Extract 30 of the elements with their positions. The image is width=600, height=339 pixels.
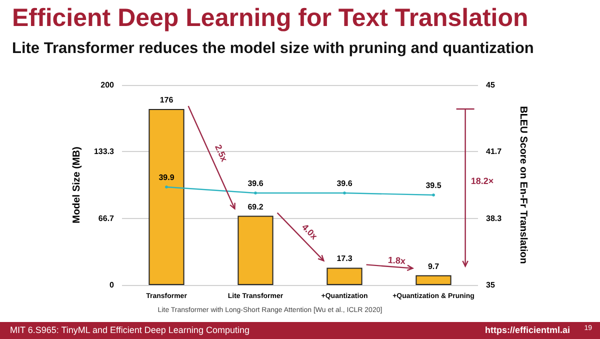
bar [238, 216, 274, 285]
y2-tick-label: 35 [486, 280, 496, 290]
data-label: 39.6 [336, 179, 353, 188]
chart-subtitle: Lite Transformer reduces the model size with pruning and quantization [12, 40, 534, 58]
bar [148, 109, 184, 285]
y2-tick-label: 45 [486, 80, 496, 90]
text: https://efficientml.ai [484, 325, 570, 335]
y2-tick-label: 41.7 [486, 147, 502, 156]
annotation: 2.5x [213, 143, 230, 164]
data-label: 69.2 [248, 202, 264, 212]
bar [416, 275, 452, 285]
data-label: 176 [160, 96, 174, 104]
data-label: 39.9 [158, 173, 175, 182]
text: MIT 6.S965: TinyML and Efficient Deep Learning Computing [10, 325, 250, 335]
data-label: 17.3 [336, 254, 353, 264]
annotation: 1.8x [388, 254, 406, 266]
data-label: 9.7 [428, 262, 440, 271]
y-tick-label: 133.3 [94, 147, 115, 156]
y-tick-label: 0 [110, 280, 115, 290]
y-axis-title: Model Size (MB) [72, 146, 82, 224]
y-tick-label: 200 [100, 80, 115, 90]
annotation: 18.2× [470, 176, 494, 186]
bar [326, 268, 362, 285]
annotation: 4.0x [300, 222, 320, 242]
data-label: 39.6 [248, 179, 264, 188]
y2-axis-title: BLEU Score on En-Fr Translation [518, 106, 528, 264]
data-label: 39.5 [426, 181, 442, 190]
y-tick-label: 66.7 [98, 214, 115, 223]
y2-tick-label: 38.3 [486, 214, 502, 223]
chart-title: Efficient Deep Learning for Text Translation [12, 4, 528, 33]
